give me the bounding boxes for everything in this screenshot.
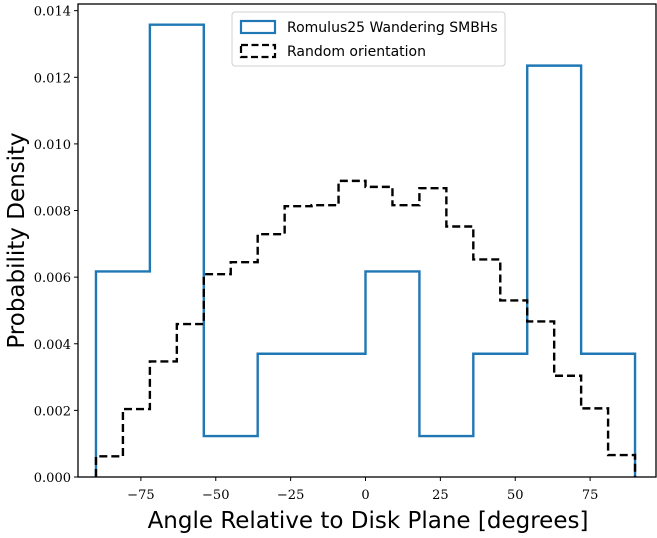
legend-swatch-random-orientation xyxy=(239,43,277,59)
y-tick-label: 0.006 xyxy=(34,271,71,286)
y-tick-label: 0.014 xyxy=(34,5,71,20)
y-tick-label: 0.012 xyxy=(34,71,71,86)
series-romulus25-wandering-smbhs xyxy=(94,23,637,477)
y-axis: 0.000 0.002 0.004 0.006 0.008 0.010 0.012 0.014 xyxy=(34,5,78,486)
x-tick-label: 0 xyxy=(361,488,369,503)
x-tick-label: 50 xyxy=(507,488,524,503)
legend-box xyxy=(231,11,506,67)
legend-label-random-orientation: Random orientation xyxy=(287,44,426,60)
legend: Romulus25 Wandering SMBHs Random orientat… xyxy=(231,11,506,67)
x-tick-label: 75 xyxy=(582,488,599,503)
y-tick-label: 0.002 xyxy=(34,404,71,419)
legend-label-romulus25-wandering-smbhs: Romulus25 Wandering SMBHs xyxy=(287,20,498,36)
x-axis: −75 −50 −25 0 25 50 75 xyxy=(127,477,598,503)
x-tick-label: −50 xyxy=(202,488,229,503)
x-axis-title: Angle Relative to Disk Plane [degrees] xyxy=(148,508,589,534)
legend-swatch-romulus25-wandering-smbhs xyxy=(239,19,277,35)
y-tick-label: 0.010 xyxy=(34,138,71,153)
series-random-orientation xyxy=(94,179,637,477)
y-tick-label: 0.000 xyxy=(34,471,71,486)
plot-content xyxy=(94,23,637,477)
x-tick-label: −75 xyxy=(127,488,154,503)
x-tick-label: 25 xyxy=(432,488,449,503)
plot-frame xyxy=(77,3,657,478)
y-axis-title: Probability Density xyxy=(4,132,30,348)
x-tick-label: −25 xyxy=(277,488,304,503)
y-tick-label: 0.004 xyxy=(34,338,71,353)
y-tick-label: 0.008 xyxy=(34,205,71,220)
